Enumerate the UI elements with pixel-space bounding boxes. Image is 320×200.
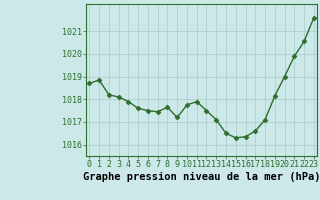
X-axis label: Graphe pression niveau de la mer (hPa): Graphe pression niveau de la mer (hPa): [83, 172, 320, 182]
